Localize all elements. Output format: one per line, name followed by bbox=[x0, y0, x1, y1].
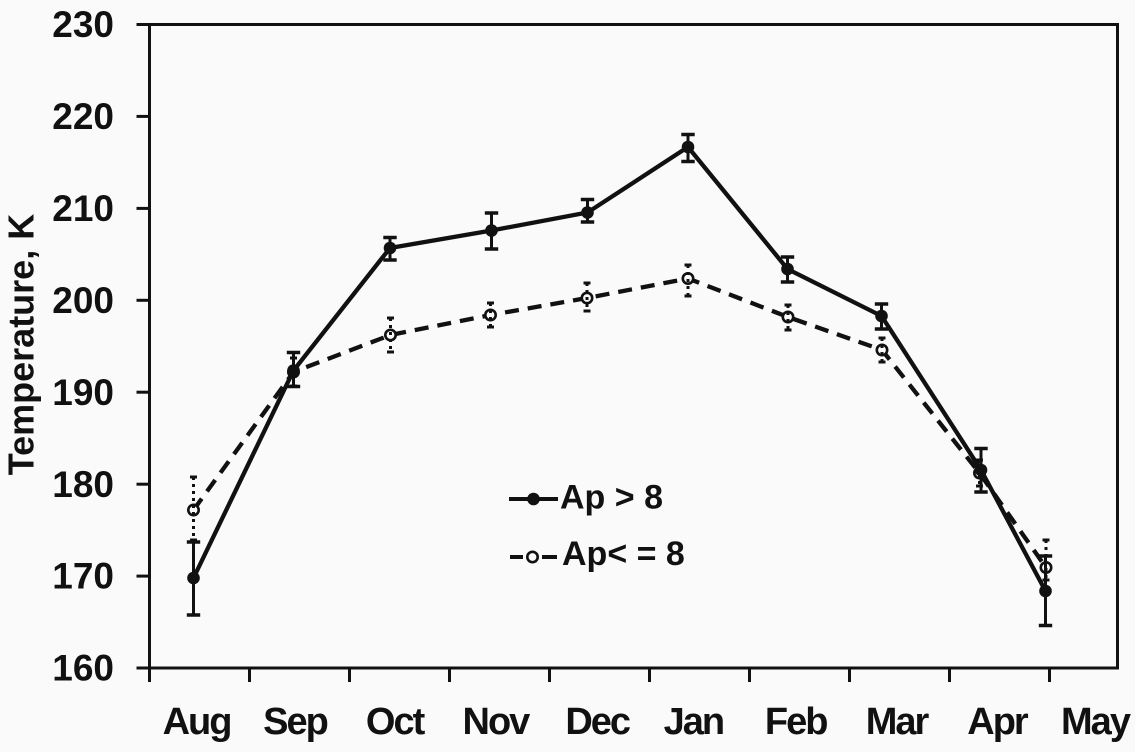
svg-text:210: 210 bbox=[52, 188, 114, 229]
svg-text:190: 190 bbox=[52, 372, 114, 413]
svg-text:Mar: Mar bbox=[866, 701, 930, 743]
svg-text:Nov: Nov bbox=[463, 701, 531, 743]
svg-text:Ap< = 8: Ap< = 8 bbox=[562, 535, 685, 573]
svg-text:160: 160 bbox=[52, 648, 114, 689]
svg-text:Ap > 8: Ap > 8 bbox=[560, 479, 663, 517]
svg-text:220: 220 bbox=[52, 96, 114, 137]
svg-text:230: 230 bbox=[52, 4, 114, 45]
svg-text:200: 200 bbox=[52, 280, 114, 321]
svg-text:Dec: Dec bbox=[565, 701, 631, 743]
svg-text:Feb: Feb bbox=[765, 701, 827, 743]
svg-text:180: 180 bbox=[52, 464, 114, 505]
svg-text:Temperature, K: Temperature, K bbox=[1, 214, 42, 475]
svg-text:170: 170 bbox=[52, 556, 114, 597]
svg-text:Sep: Sep bbox=[263, 701, 327, 743]
svg-text:Aug: Aug bbox=[163, 701, 231, 743]
svg-text:Oct: Oct bbox=[366, 701, 426, 743]
svg-text:May: May bbox=[1061, 701, 1131, 743]
svg-text:Apr: Apr bbox=[967, 701, 1029, 743]
svg-text:Jan: Jan bbox=[664, 701, 723, 743]
